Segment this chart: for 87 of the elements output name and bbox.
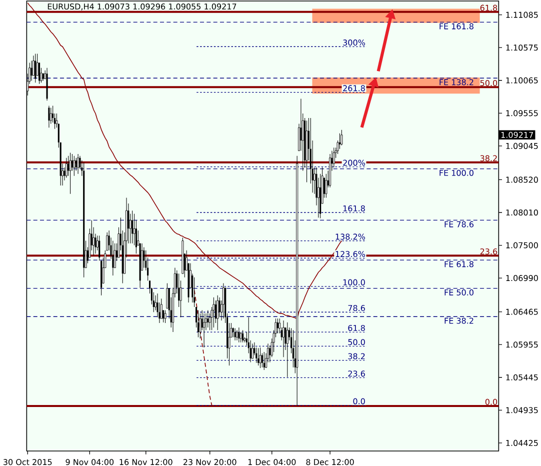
candlestick	[236, 330, 238, 341]
candlestick	[216, 295, 219, 330]
candlestick	[251, 343, 254, 359]
candlestick	[166, 282, 168, 309]
candlestick	[192, 273, 194, 303]
annotation: 100.0	[343, 279, 365, 286]
x-tick-label: 23 Nov 20:00	[183, 459, 236, 466]
candlestick	[240, 332, 242, 343]
text: 1.09217	[501, 132, 533, 138]
ref-line-label: FE 161.8	[440, 23, 474, 30]
x-tick-label: 9 Nov 04:00	[66, 459, 114, 466]
annotation: 0.0	[353, 398, 365, 404]
candlestick	[98, 235, 100, 261]
annotation: 161.8	[343, 205, 365, 212]
y-tick-label: 1.10575	[506, 44, 538, 51]
candlestick	[258, 348, 260, 366]
candlestick	[106, 232, 108, 251]
annotation: 61.8	[348, 324, 365, 331]
annotation: 0.0	[485, 398, 498, 405]
annotation: 23.6	[348, 370, 365, 377]
annotation: 61.8	[480, 4, 498, 11]
candlestick	[212, 297, 215, 328]
candlestick	[286, 322, 288, 378]
y-tick-label: 1.04425	[506, 440, 538, 446]
candlestick	[34, 53, 36, 83]
candlestick	[259, 347, 262, 368]
y-tick-label: 1.06465	[506, 308, 538, 315]
annotation: 261.8	[343, 85, 365, 92]
y-tick-label: 1.08010	[506, 209, 538, 216]
x-tick-label: 1 Dec 04:00	[248, 459, 296, 466]
ref-line-label: FE 38.2	[444, 318, 474, 324]
annotation: 200%	[343, 160, 366, 166]
candlestick	[143, 246, 145, 268]
annotation: 50.0	[480, 80, 498, 86]
y-tick-label: 1.10065	[506, 77, 538, 84]
y-tick-label: 1.05445	[506, 374, 538, 380]
annotation: 50.0	[348, 339, 365, 346]
candlestick	[73, 156, 76, 176]
y-tick-label: 1.08520	[506, 176, 538, 183]
ref-line-label: FE 100.0	[440, 170, 474, 176]
candlestick	[263, 352, 265, 370]
candlestick	[282, 320, 285, 358]
ref-line-label: FE 138.2	[440, 79, 474, 86]
candlestick	[77, 154, 80, 174]
candlestick	[69, 152, 72, 194]
candlestick	[38, 62, 40, 84]
x-tick-label: 8 Dec 12:00	[306, 459, 354, 466]
ref-line-label: FE 78.6	[444, 221, 474, 228]
annotation: 23.6	[480, 248, 498, 254]
candlestick	[199, 313, 202, 339]
y-tick-label: 1.09045	[506, 142, 538, 149]
candlestick	[112, 240, 114, 276]
y-tick-label: 1.06990	[506, 275, 538, 282]
candlestick	[203, 313, 206, 348]
x-tick-label: 30 Oct 2015	[4, 459, 52, 466]
y-tick-label: 1.11085	[506, 12, 538, 18]
candlestick	[30, 60, 32, 81]
candlestick	[238, 327, 240, 343]
ref-line-label: FE 50.0	[444, 289, 474, 296]
annotation: 138.2%	[336, 234, 366, 240]
x-tick-label: 16 Nov 12:00	[120, 459, 172, 466]
candlestick	[102, 257, 104, 284]
annotation: 78.6	[348, 305, 365, 312]
candlestick	[232, 327, 234, 338]
y-tick-label: 1.07500	[506, 242, 538, 248]
candlestick	[160, 298, 162, 319]
chart-title: EURUSD,H4 1.09073 1.09296 1.09055 1.09217	[48, 3, 236, 10]
y-tick-label: 1.05955	[506, 342, 538, 348]
y-tick-label: 1.04935	[506, 407, 538, 414]
candlestick	[207, 310, 209, 328]
candlestick	[65, 158, 68, 178]
annotation: 300%	[343, 40, 366, 46]
candlestick	[332, 147, 335, 168]
candlestick	[276, 318, 278, 334]
y-tick-label: 1.09555	[506, 110, 538, 116]
candlestick	[152, 292, 154, 312]
candlestick	[222, 282, 224, 319]
annotation: 123.6%	[336, 251, 366, 258]
ref-line-label: FE 61.8	[444, 261, 474, 268]
candlestick	[197, 310, 199, 338]
annotation: 38.2	[348, 353, 365, 360]
candlestick	[132, 210, 134, 244]
candlestick	[194, 277, 196, 308]
candlestick	[234, 328, 236, 341]
candlestick	[50, 107, 52, 124]
annotation: 38.2	[480, 155, 497, 162]
candlestick	[48, 106, 50, 128]
